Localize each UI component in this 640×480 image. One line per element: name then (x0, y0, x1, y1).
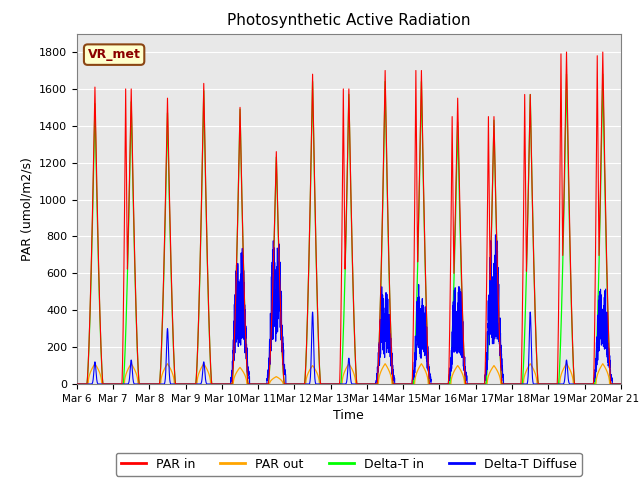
Text: VR_met: VR_met (88, 48, 141, 61)
Title: Photosynthetic Active Radiation: Photosynthetic Active Radiation (227, 13, 470, 28)
Legend: PAR in, PAR out, Delta-T in, Delta-T Diffuse: PAR in, PAR out, Delta-T in, Delta-T Dif… (116, 453, 582, 476)
X-axis label: Time: Time (333, 409, 364, 422)
Y-axis label: PAR (umol/m2/s): PAR (umol/m2/s) (20, 157, 33, 261)
